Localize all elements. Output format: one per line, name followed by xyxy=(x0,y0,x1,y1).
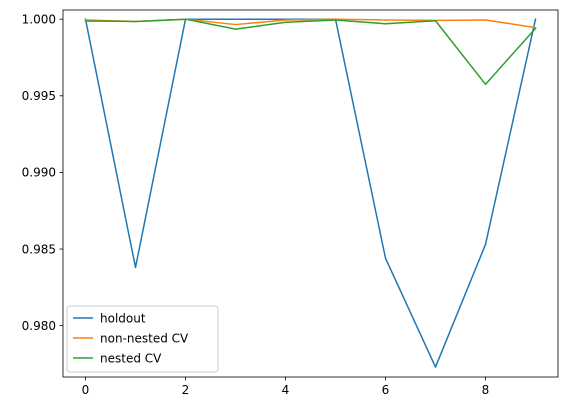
legend-box xyxy=(66,305,219,373)
y-tick-label: 0.985 xyxy=(22,242,56,256)
legend-label: non-nested CV xyxy=(100,331,189,345)
legend: holdout non-nested CV nested CV xyxy=(66,305,219,373)
series-lines xyxy=(84,18,537,368)
y-tick-label: 0.990 xyxy=(22,166,56,180)
y-axis-ticks: 0.980 0.985 0.990 0.995 1.000 xyxy=(22,12,63,333)
x-tick-label: 6 xyxy=(382,383,390,397)
x-tick-label: 8 xyxy=(482,383,490,397)
series-line-2 xyxy=(84,18,537,86)
legend-label: nested CV xyxy=(100,351,162,365)
y-tick-label: 0.995 xyxy=(22,89,56,103)
x-tick-label: 2 xyxy=(182,383,190,397)
legend-label: holdout xyxy=(100,311,146,325)
x-axis-ticks: 0 2 4 6 8 xyxy=(82,377,490,397)
x-tick-label: 4 xyxy=(282,383,290,397)
x-tick-label: 0 xyxy=(82,383,90,397)
plot-frame xyxy=(62,9,559,378)
y-tick-label: 1.000 xyxy=(22,12,56,26)
y-tick-label: 0.980 xyxy=(22,319,56,333)
